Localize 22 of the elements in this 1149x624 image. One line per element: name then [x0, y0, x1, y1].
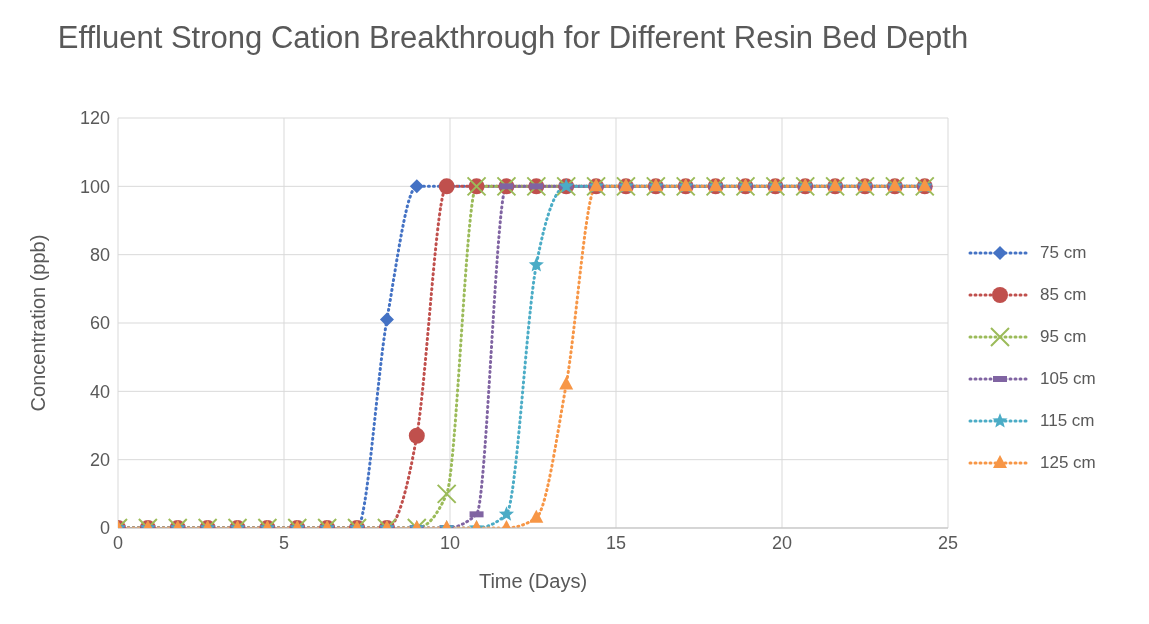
- y-tick-label: 20: [89, 450, 110, 471]
- legend-label: 95 cm: [1040, 327, 1087, 347]
- x-axis-title: Time (Days): [478, 570, 588, 592]
- legend-label: 75 cm: [1040, 243, 1087, 263]
- y-tick-label: 0: [99, 518, 110, 539]
- x-tick-label: 10: [439, 532, 461, 553]
- y-tick-label: 40: [89, 381, 110, 402]
- x-tick-label: 25: [937, 532, 959, 553]
- y-tick-label: 60: [89, 313, 110, 334]
- legend-label: 115 cm: [1040, 411, 1095, 431]
- x-tick-label: 5: [278, 532, 290, 553]
- chart-title: Effluent Strong Cation Breakthrough for Different Resin Bed Depth: [57, 20, 969, 55]
- y-tick-label: 120: [79, 108, 110, 129]
- x-tick-label: 15: [605, 532, 627, 553]
- x-tick-label: 20: [771, 532, 793, 553]
- y-tick-label: 80: [89, 245, 110, 266]
- x-tick-label: 0: [112, 532, 124, 553]
- legend-label: 125 cm: [1040, 453, 1096, 473]
- y-tick-label: 100: [79, 176, 110, 197]
- legend-label: 105 cm: [1040, 369, 1096, 389]
- legend-label: 85 cm: [1040, 285, 1087, 305]
- y-axis-title: Concentration (ppb): [27, 234, 50, 412]
